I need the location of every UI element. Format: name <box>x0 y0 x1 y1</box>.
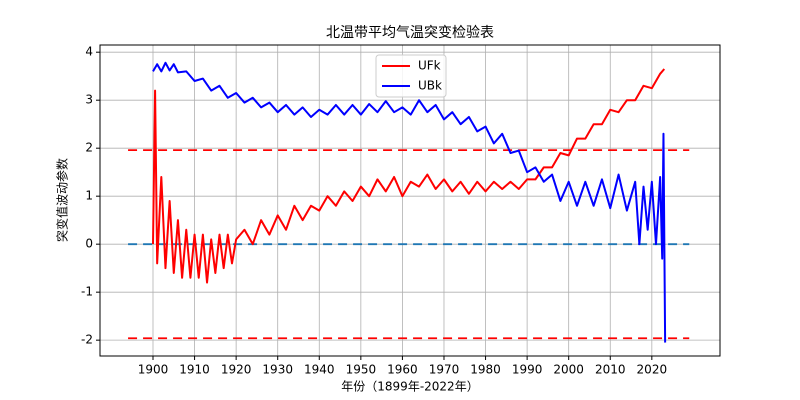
legend-label: UFk <box>418 59 441 73</box>
x-tick-label: 2010 <box>595 363 626 377</box>
y-tick-label: 4 <box>85 45 93 59</box>
data-line <box>152 68 666 284</box>
chart-title: 北温带平均气温突变检验表 <box>326 25 494 41</box>
y-tick-label: -2 <box>81 333 93 347</box>
x-tick-label: 2000 <box>553 363 584 377</box>
legend-label: UBk <box>418 79 442 93</box>
x-tick-label: 1920 <box>221 363 252 377</box>
x-tick-label: 1950 <box>346 363 377 377</box>
x-tick-label: 1970 <box>429 363 460 377</box>
x-tick-label: 1960 <box>387 363 418 377</box>
x-tick-label: 1990 <box>512 363 543 377</box>
x-tick-label: 1910 <box>179 363 210 377</box>
y-tick-label: -1 <box>81 285 93 299</box>
x-tick-label: 1980 <box>470 363 501 377</box>
y-tick-label: 3 <box>85 93 93 107</box>
y-tick-label: 2 <box>85 141 93 155</box>
x-axis-label: 年份（1899年-2022年） <box>341 380 478 394</box>
data-line <box>152 61 667 343</box>
y-tick-label: 1 <box>85 189 93 203</box>
x-tick-label: 1940 <box>304 363 335 377</box>
y-axis-label: 突变值波动参数 <box>55 158 70 242</box>
x-tick-label: 2020 <box>637 363 668 377</box>
x-tick-label: 1900 <box>138 363 169 377</box>
plot-frame <box>99 44 721 357</box>
y-tick-label: 0 <box>85 237 93 251</box>
x-tick-label: 1930 <box>262 363 293 377</box>
legend: UFk UBk <box>375 54 447 98</box>
